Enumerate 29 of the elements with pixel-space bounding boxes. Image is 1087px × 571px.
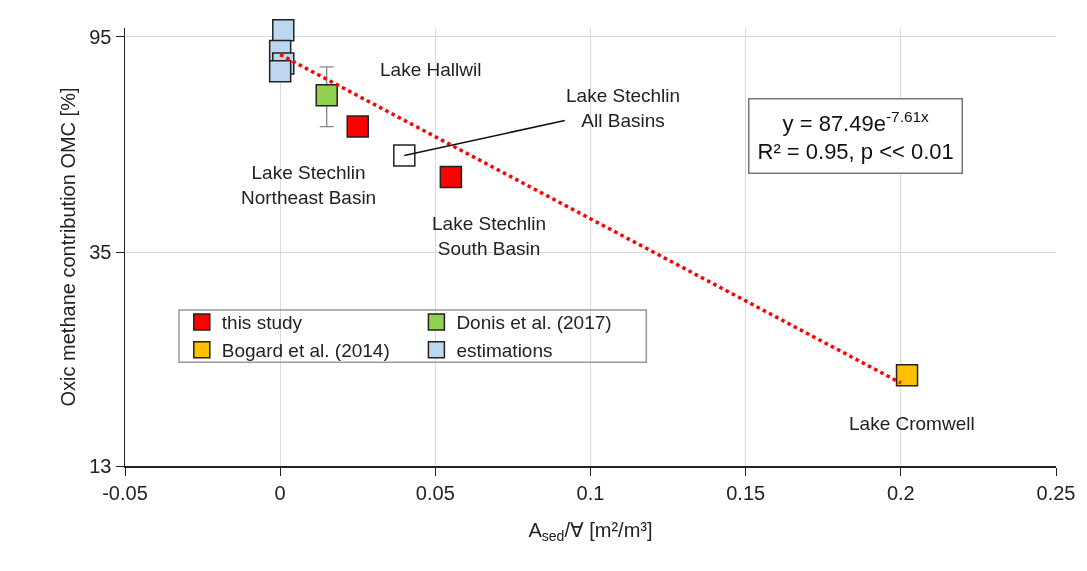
x-tick-label: 0.2	[886, 481, 915, 504]
annotation: Lake Stechlin Northeast Basin	[241, 162, 377, 208]
point	[439, 165, 463, 189]
point	[346, 115, 369, 138]
x-tick-label: -0.05	[102, 481, 148, 504]
legend-label: Bogard et al. (2014)	[221, 340, 390, 362]
annotation: Lake Stechlin South Basin	[432, 213, 547, 259]
x-tick-label: 0.15	[726, 481, 766, 504]
x-tick-label: 0.25	[1036, 481, 1076, 504]
point	[895, 363, 919, 387]
point	[272, 18, 295, 42]
annotation: Lake Cromwell	[849, 413, 975, 434]
x-tick-label: 0.1	[576, 481, 605, 504]
y-tick-label: 95	[89, 25, 112, 48]
x-tick-label: 0.05	[415, 481, 455, 504]
y-tick-label: 13	[89, 455, 112, 477]
legend-label: Donis et al. (2017)	[456, 312, 612, 334]
y-axis-title: Oxic methane contribution OMC [%]	[56, 87, 79, 407]
point	[393, 144, 416, 167]
annotation: y = 87.49e$^{-7.61x}$ R² = 0.95, p << 0.01	[757, 107, 954, 165]
legend-label: this study	[221, 312, 303, 334]
annotation: Lake Hallwil	[380, 59, 482, 80]
legend-label: estimations	[456, 340, 553, 362]
x-axis-title: A$_{sed}$/∀ [m²/m³]	[528, 518, 653, 544]
point	[268, 60, 292, 83]
annotation: Lake Stechlin All Basins	[566, 85, 681, 131]
x-tick-label: 0	[274, 481, 286, 504]
point	[315, 83, 338, 107]
y-tick-label: 35	[89, 241, 112, 264]
